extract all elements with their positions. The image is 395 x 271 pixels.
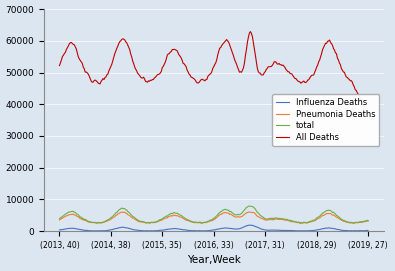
Influenza Deaths — [276, 229, 280, 232]
All Deaths — [345, 76, 350, 79]
Influenza Deaths — [366, 229, 371, 232]
Influenza Deaths — [141, 229, 146, 232]
Influenza Deaths — [66, 227, 71, 230]
total — [346, 220, 351, 224]
All Deaths — [275, 62, 280, 66]
Line: All Deaths: All Deaths — [60, 32, 368, 114]
All Deaths — [248, 30, 253, 33]
All Deaths — [66, 44, 71, 48]
total — [155, 220, 160, 223]
Pneumonia Deaths — [66, 213, 71, 217]
Line: total: total — [60, 206, 368, 223]
Line: Pneumonia Deaths: Pneumonia Deaths — [60, 212, 368, 223]
total — [247, 204, 252, 208]
Pneumonia Deaths — [366, 220, 371, 223]
All Deaths — [155, 73, 160, 76]
All Deaths — [366, 112, 371, 115]
total — [199, 221, 204, 225]
Pneumonia Deaths — [301, 221, 306, 224]
X-axis label: Year,Week: Year,Week — [187, 256, 241, 265]
Line: Influenza Deaths: Influenza Deaths — [60, 225, 368, 231]
Influenza Deaths — [248, 224, 253, 227]
Influenza Deaths — [301, 229, 306, 233]
Influenza Deaths — [156, 229, 161, 232]
All Deaths — [57, 64, 62, 67]
Influenza Deaths — [346, 229, 351, 232]
Legend: Influenza Deaths, Pneumonia Deaths, total, All Deaths: Influenza Deaths, Pneumonia Deaths, tota… — [272, 94, 379, 146]
Influenza Deaths — [99, 229, 103, 233]
All Deaths — [140, 76, 145, 80]
total — [140, 220, 145, 223]
Pneumonia Deaths — [140, 220, 145, 224]
Pneumonia Deaths — [276, 218, 280, 221]
Pneumonia Deaths — [247, 210, 252, 214]
total — [276, 217, 280, 220]
Pneumonia Deaths — [155, 220, 160, 223]
All Deaths — [301, 80, 305, 83]
Pneumonia Deaths — [57, 218, 62, 221]
total — [366, 219, 371, 222]
total — [301, 221, 306, 224]
total — [66, 211, 71, 214]
Pneumonia Deaths — [346, 221, 351, 224]
total — [57, 217, 62, 220]
Influenza Deaths — [57, 228, 62, 232]
Pneumonia Deaths — [199, 222, 204, 225]
